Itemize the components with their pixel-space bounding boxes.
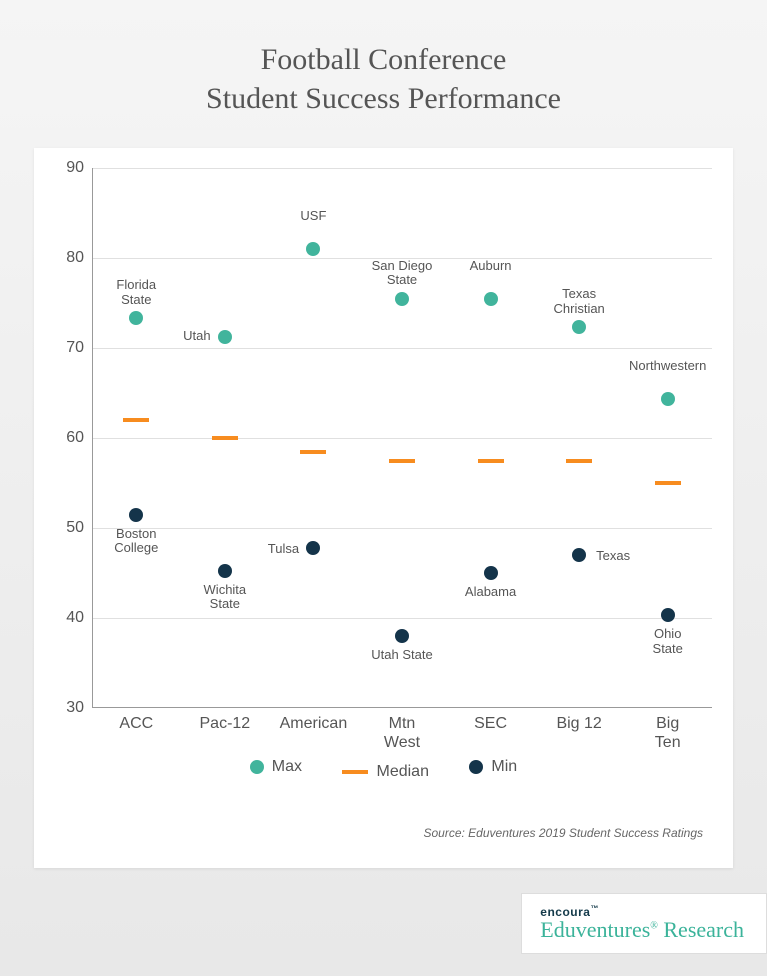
max-point-label: USF	[300, 209, 326, 223]
median-tick	[655, 481, 681, 485]
gridline	[92, 438, 712, 439]
xtick-label: Big 12	[556, 714, 601, 733]
ytick-label: 50	[66, 519, 84, 537]
gridline	[92, 528, 712, 529]
xtick-label: SEC	[474, 714, 507, 733]
min-point	[661, 608, 675, 622]
xtick-label: Pac-12	[199, 714, 250, 733]
legend-min-dot-icon	[469, 760, 483, 774]
min-point-label: Ohio State	[646, 627, 690, 656]
xtick-label: American	[280, 714, 348, 733]
min-point	[572, 548, 586, 562]
min-point	[129, 508, 143, 522]
min-point-label: Alabama	[465, 585, 516, 599]
min-point	[395, 629, 409, 643]
max-point	[661, 392, 675, 406]
median-tick	[300, 450, 326, 454]
legend-median-label: Median	[376, 763, 428, 781]
median-tick	[389, 459, 415, 463]
footer-research: Eduventures® Research	[540, 917, 744, 943]
ytick-label: 90	[66, 159, 84, 177]
legend-max: Max	[250, 758, 302, 776]
median-tick	[478, 459, 504, 463]
legend-max-label: Max	[272, 758, 302, 776]
legend: Max Median Min	[34, 758, 733, 781]
gridline	[92, 168, 712, 169]
ytick-label: 40	[66, 609, 84, 627]
median-tick	[212, 436, 238, 440]
xtick-label: Big Ten	[646, 714, 690, 752]
legend-max-dot-icon	[250, 760, 264, 774]
legend-min: Min	[469, 758, 517, 776]
max-point	[395, 292, 409, 306]
max-point-label: San Diego State	[372, 259, 433, 288]
ytick-label: 30	[66, 699, 84, 717]
x-axis-line	[92, 707, 712, 708]
footer-badge: encoura™ Eduventures® Research	[521, 893, 767, 954]
source-note: Source: Eduventures 2019 Student Success…	[423, 826, 703, 840]
chart-title-block: Football Conference Student Success Perf…	[0, 0, 767, 138]
max-point	[572, 320, 586, 334]
min-point-label: Tulsa	[268, 542, 299, 556]
min-point-label: Wichita State	[204, 583, 247, 612]
max-point-label: Utah	[183, 329, 210, 343]
max-point	[484, 292, 498, 306]
median-tick	[566, 459, 592, 463]
median-tick	[123, 418, 149, 422]
xtick-label: ACC	[119, 714, 153, 733]
max-point	[129, 311, 143, 325]
ytick-label: 60	[66, 429, 84, 447]
gridline	[92, 348, 712, 349]
max-point-label: Texas Christian	[553, 287, 604, 316]
ytick-label: 80	[66, 249, 84, 267]
min-point	[218, 564, 232, 578]
min-point	[306, 541, 320, 555]
min-point-label: Texas	[596, 549, 630, 563]
legend-median: Median	[342, 763, 428, 781]
max-point	[218, 330, 232, 344]
y-axis-line	[92, 168, 93, 708]
min-point	[484, 566, 498, 580]
legend-median-line-icon	[342, 770, 368, 774]
ytick-label: 70	[66, 339, 84, 357]
plot-area: 30405060708090ACCPac-12AmericanMtn WestS…	[92, 168, 712, 708]
max-point-label: Northwestern	[629, 359, 706, 373]
max-point	[306, 242, 320, 256]
title-line-1: Football Conference	[0, 40, 767, 79]
title-line-2: Student Success Performance	[0, 79, 767, 118]
min-point-label: Boston College	[114, 527, 158, 556]
legend-min-label: Min	[491, 758, 517, 776]
min-point-label: Utah State	[371, 648, 432, 662]
xtick-label: Mtn West	[384, 714, 420, 752]
chart-card: 30 40 50 60 70 80 90 ACC Pac-12 American Mtn West S…	[34, 148, 733, 868]
max-point-label: Auburn	[470, 259, 512, 273]
max-point-label: Florida State	[116, 278, 156, 307]
gridline	[92, 618, 712, 619]
